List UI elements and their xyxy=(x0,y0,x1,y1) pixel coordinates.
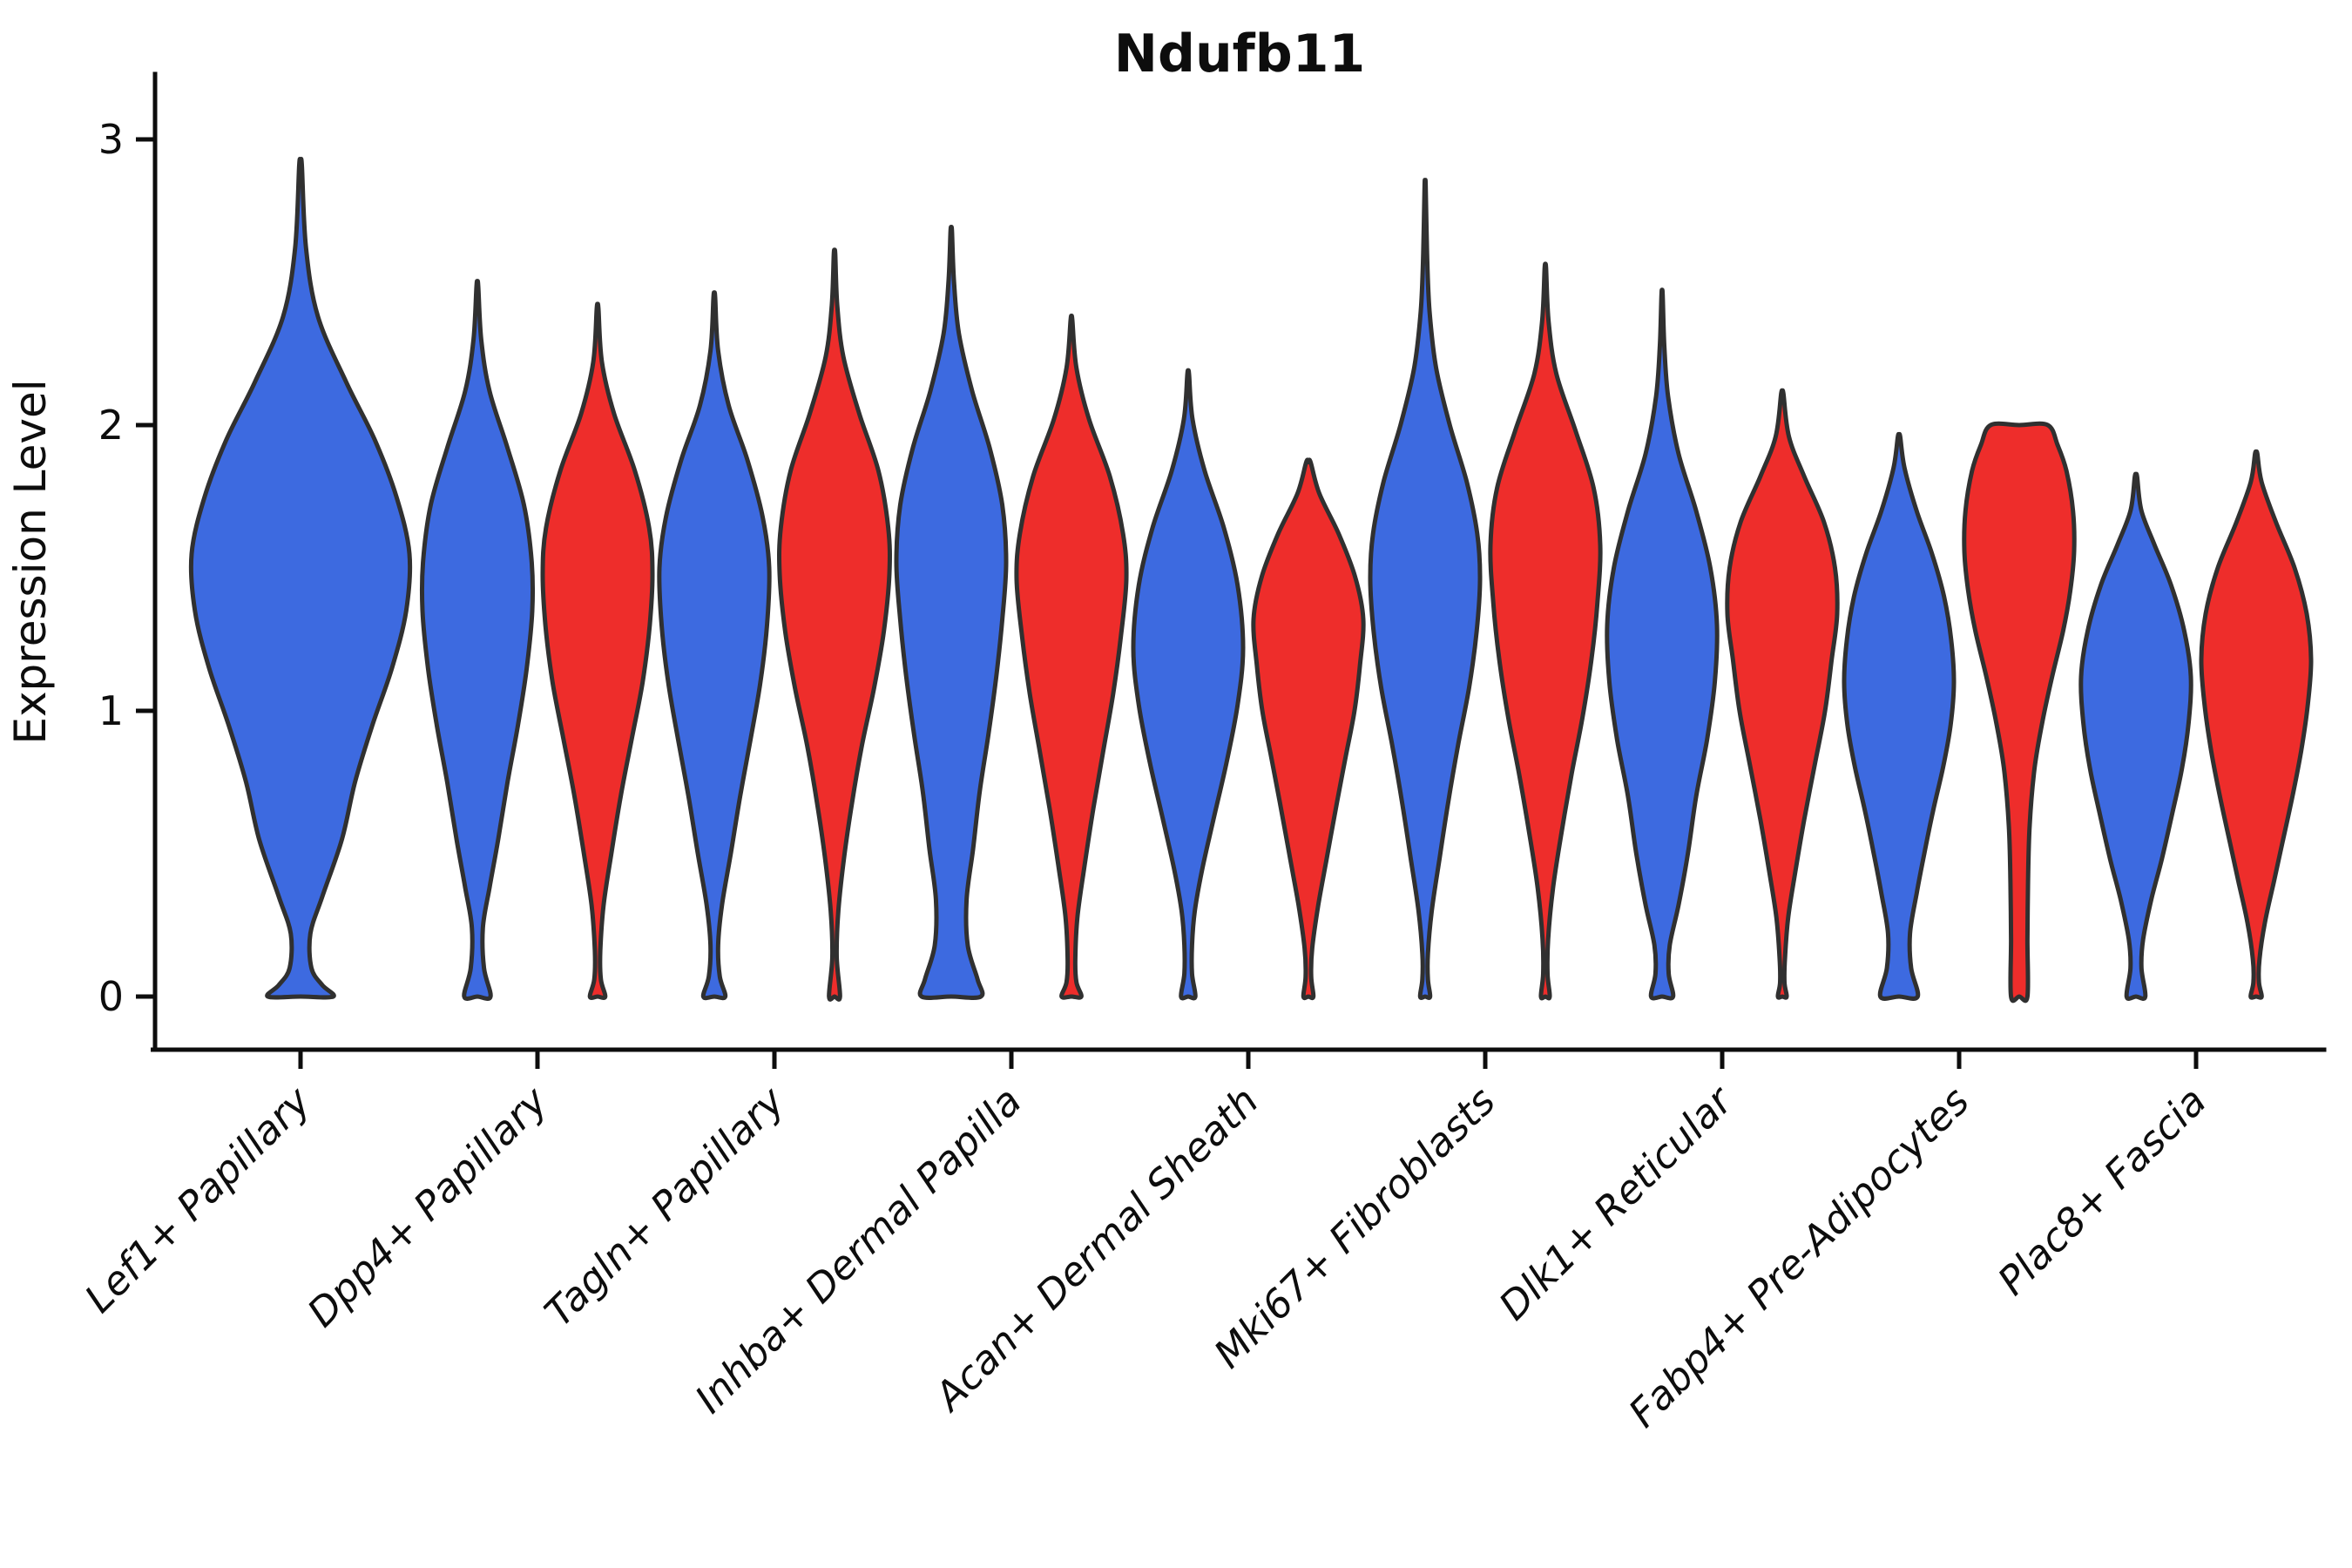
violin-blue-plac8 xyxy=(2078,471,2193,1001)
violin-red-dlk1 xyxy=(1725,388,1840,1000)
violin-blue-dpp4 xyxy=(419,279,536,1001)
violin-blue-fabp4 xyxy=(1842,431,1957,1001)
violin-red-plac8 xyxy=(2199,449,2314,1000)
violin-red-dpp4 xyxy=(540,301,655,1000)
violin-red-tagln xyxy=(777,247,892,1002)
violin-red-inhba xyxy=(1014,314,1129,1000)
x-tick-label: Tagln+ Papillary xyxy=(536,1077,794,1335)
x-tick-label: Lef1+ Papillary xyxy=(76,1077,321,1321)
y-tick-label: 1 xyxy=(98,687,124,734)
violin-blue-dlk1 xyxy=(1605,287,1720,1001)
y-tick-label: 3 xyxy=(98,116,124,163)
violin-blue-lef1 xyxy=(188,157,413,1000)
x-tick-label: Plac8+ Fascia xyxy=(1989,1078,2215,1304)
y-axis-ticks: 0 1 2 3 xyxy=(98,116,155,1020)
y-axis-label: Expression Level xyxy=(5,379,56,744)
y-tick-label: 2 xyxy=(98,402,124,449)
violins-layer xyxy=(188,157,2314,1004)
chart-title: Ndufb11 xyxy=(1114,24,1365,84)
violin-red-acan xyxy=(1251,457,1366,1001)
violin-blue-mki67 xyxy=(1368,178,1483,1000)
x-tick-label: Dlk1+ Reticular xyxy=(1490,1077,1742,1329)
violin-blue-tagln xyxy=(657,290,772,1001)
violin-blue-acan xyxy=(1131,368,1246,1001)
y-tick-label: 0 xyxy=(98,973,124,1020)
violin-blue-inhba xyxy=(894,225,1009,1000)
x-tick-label: Dpp4+ Papillary xyxy=(299,1077,558,1335)
violin-red-fabp4 xyxy=(1962,421,2077,1004)
violin-red-mki67 xyxy=(1488,261,1603,1001)
